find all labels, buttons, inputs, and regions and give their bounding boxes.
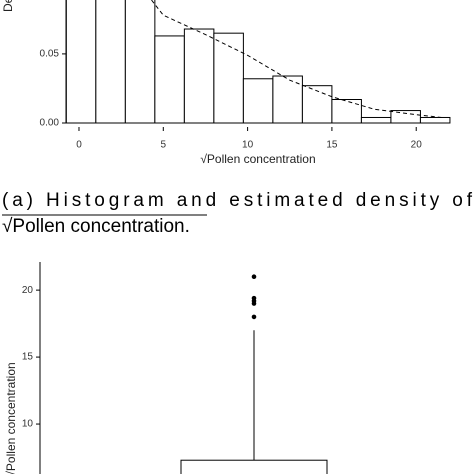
density-curve (151, 0, 442, 118)
box-upper (180, 459, 328, 474)
outlier (251, 314, 257, 320)
y-axis-label: √Pollen concentration (4, 362, 18, 474)
bar (65, 0, 97, 124)
y-tick-label: 20 (22, 285, 34, 296)
bar (183, 28, 215, 124)
outlier (251, 274, 257, 280)
y-axis-label: Density (1, 0, 15, 12)
bar (242, 78, 274, 124)
bar (213, 32, 244, 124)
y-tick-label: 0.05 (40, 49, 60, 60)
x-tick-label: 10 (242, 140, 254, 151)
x-tick-label: 5 (161, 140, 167, 151)
bar (154, 35, 185, 124)
y-tick-label: 10 (22, 419, 34, 430)
bar (301, 85, 333, 124)
y-tick-label: 15 (22, 352, 34, 363)
x-tick-label: 20 (411, 140, 423, 151)
bar (419, 116, 451, 124)
bar (95, 0, 126, 124)
caption-line: √Pollen concentration. (2, 216, 190, 237)
plot-area (65, 0, 451, 124)
x-tick-label: 0 (76, 140, 82, 151)
bar (390, 110, 421, 124)
x-axis-label: √Pollen concentration (200, 152, 315, 166)
outlier (251, 301, 257, 306)
y-tick-label: 0.00 (40, 118, 60, 129)
bar (331, 99, 362, 124)
bar (360, 116, 392, 124)
bar (124, 0, 156, 124)
caption-line: (a) Histogram and estimated density of (2, 190, 473, 211)
x-tick-label: 15 (326, 140, 338, 151)
